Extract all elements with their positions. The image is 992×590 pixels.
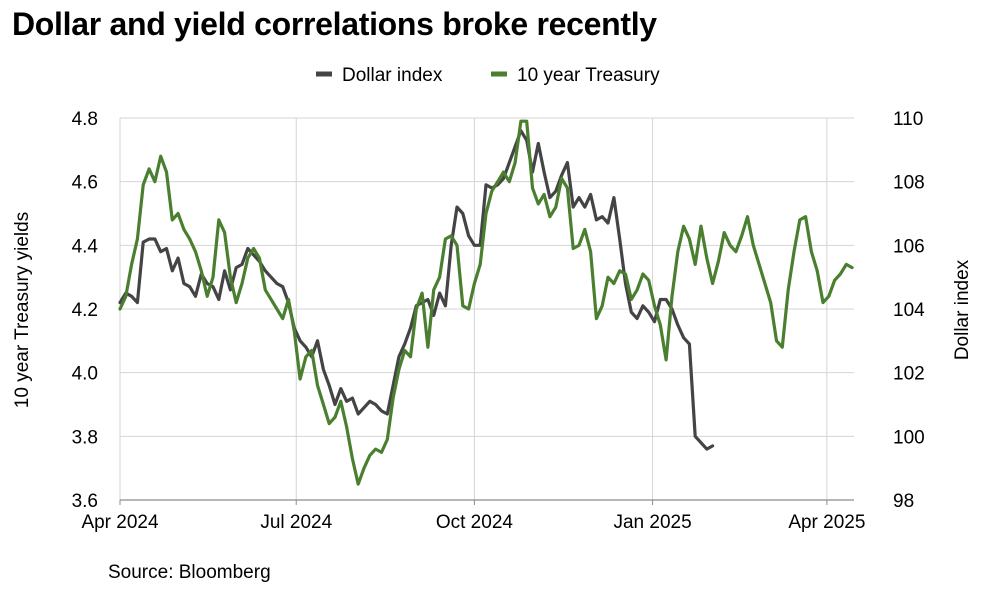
grid-lines [119,117,854,501]
left-tick-label: 4.0 [72,364,98,385]
left-tick-label: 4.6 [72,173,98,194]
left-axis-ticks: 3.6 3.8 4.0 4.2 4.4 4.6 4.8 [72,109,99,512]
x-axis-ticks: Apr 2024 Jul 2024 Oct 2024 Jan 2025 Apr 2025 [81,500,865,533]
right-tick-label: 98 [893,491,914,512]
x-tick-label: Apr 2025 [788,512,865,533]
chart-title: Dollar and yield correlations broke rece… [12,6,657,42]
right-tick-label: 102 [893,364,925,385]
left-tick-label: 3.8 [72,427,98,448]
left-tick-label: 4.2 [72,300,98,321]
legend-label-dollar-index: Dollar index [342,65,443,86]
left-tick-label: 3.6 [72,491,98,512]
x-tick-label: Apr 2024 [81,512,159,533]
right-axis-ticks: 98 100 102 104 106 108 110 [893,109,925,512]
source-note: Source: Bloomberg [108,562,271,583]
right-tick-label: 106 [893,236,925,257]
legend: Dollar index 10 year Treasury [316,65,660,86]
left-tick-label: 4.4 [72,236,99,257]
legend-label-10-year-treasury: 10 year Treasury [517,65,660,86]
right-tick-label: 108 [893,173,925,194]
x-tick-label: Jul 2024 [260,512,332,533]
series-line-10-year-treasury [118,119,854,486]
x-tick-label: Oct 2024 [436,512,514,533]
x-tick-label: Jan 2025 [613,512,691,533]
series-lines [118,119,854,486]
right-tick-label: 100 [893,427,925,448]
right-axis-label: Dollar index [952,259,973,360]
right-tick-label: 104 [893,300,925,321]
left-tick-label: 4.8 [72,109,98,130]
left-axis-label: 10 year Treasury yields [12,212,33,408]
right-tick-label: 110 [893,109,923,130]
